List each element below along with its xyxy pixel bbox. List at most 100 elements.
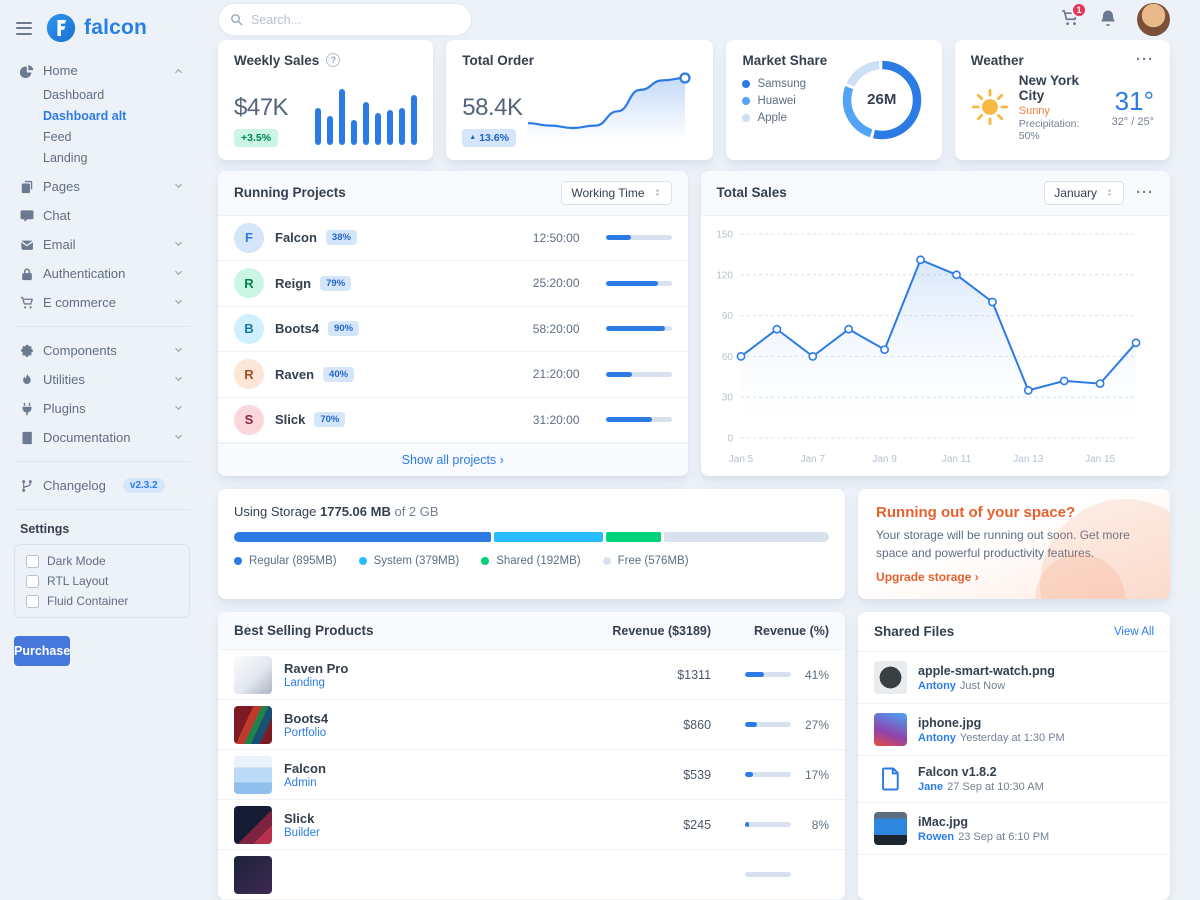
product-row[interactable]: Slick Builder $245 8% bbox=[218, 800, 846, 850]
chevron-down-icon bbox=[173, 345, 184, 356]
weekly-sales-title: Weekly Sales bbox=[234, 52, 320, 68]
sidebar-item-components[interactable]: Components bbox=[14, 336, 190, 365]
chevron-right-icon: › bbox=[974, 570, 979, 584]
cart-button[interactable]: 1 bbox=[1061, 2, 1087, 30]
product-percent-label: 8% bbox=[811, 817, 830, 832]
rtl-layout-checkbox[interactable] bbox=[26, 574, 39, 588]
product-row[interactable]: Raven Pro Landing $1311 41% bbox=[218, 650, 846, 700]
svg-text:Jan 7: Jan 7 bbox=[800, 454, 825, 465]
project-row[interactable]: B Boots4 90% 58:20:00 bbox=[218, 307, 688, 353]
sidebar-item-documentation[interactable]: Documentation bbox=[14, 423, 190, 452]
sidebar-item-email[interactable]: Email bbox=[14, 230, 190, 259]
project-row[interactable]: S Slick 70% 31:20:00 bbox=[218, 398, 688, 444]
project-name[interactable]: Slick bbox=[275, 412, 306, 428]
product-row[interactable]: Falcon Admin $539 17% bbox=[218, 750, 846, 800]
month-select[interactable]: January bbox=[1044, 180, 1124, 205]
nav-label: Pages bbox=[43, 179, 80, 194]
dark-mode-checkbox[interactable] bbox=[26, 554, 39, 568]
sidebar-item-utilities[interactable]: Utilities bbox=[14, 365, 190, 394]
storage-row: Using Storage 1775.06 MB of 2 GB Regular… bbox=[218, 489, 1170, 599]
project-row[interactable]: R Raven 40% 21:20:00 bbox=[218, 352, 688, 398]
sidebar-item-plugins[interactable]: Plugins bbox=[14, 394, 190, 423]
shopping-cart-icon bbox=[20, 296, 34, 310]
fluid-container-toggle[interactable]: Fluid Container bbox=[26, 594, 178, 608]
nav-label: Home bbox=[43, 63, 78, 78]
sidebar-item-ecommerce[interactable]: E commerce bbox=[14, 288, 190, 317]
falcon-logo-icon bbox=[46, 13, 76, 43]
sidebar-item-dashboard[interactable]: Dashboard bbox=[43, 88, 105, 102]
show-all-projects-link[interactable]: Show all projects › bbox=[402, 453, 504, 467]
file-name[interactable]: iMac.jpg bbox=[918, 814, 969, 829]
product-name[interactable]: Boots4 bbox=[284, 710, 329, 726]
legend-item: Regular (895MB) bbox=[234, 555, 337, 567]
file-name[interactable]: iphone.jpg bbox=[918, 715, 982, 730]
file-name[interactable]: apple-smart-watch.png bbox=[918, 663, 1055, 678]
logo-text: falcon bbox=[84, 16, 148, 39]
sidebar-item-chat[interactable]: Chat bbox=[14, 201, 190, 230]
version-badge: v2.3.2 bbox=[122, 478, 165, 493]
weather-temperature: 31° bbox=[1114, 85, 1154, 116]
project-name[interactable]: Reign bbox=[275, 275, 312, 291]
user-avatar[interactable] bbox=[1137, 3, 1170, 37]
card-menu-button[interactable]: ··· bbox=[1136, 51, 1154, 69]
project-name[interactable]: Falcon bbox=[275, 230, 317, 246]
product-category[interactable]: Portfolio bbox=[284, 726, 327, 739]
search-input[interactable] bbox=[218, 3, 472, 37]
product-category[interactable]: Admin bbox=[284, 776, 317, 789]
file-name[interactable]: Falcon v1.8.2 bbox=[918, 765, 997, 779]
project-name[interactable]: Raven bbox=[275, 366, 315, 382]
home-submenu: Dashboard Dashboard alt Feed Landing bbox=[14, 85, 190, 169]
project-row[interactable]: F Falcon 38% 12:50:00 bbox=[218, 216, 688, 262]
falcon-logo[interactable]: falcon bbox=[46, 13, 147, 43]
sidebar-item-feed[interactable]: Feed bbox=[43, 130, 72, 144]
working-time-select[interactable]: Working Time bbox=[561, 180, 672, 205]
view-all-link[interactable]: View All bbox=[1113, 625, 1154, 638]
sidebar-item-changelog[interactable]: Changelog v2.3.2 bbox=[14, 471, 190, 500]
fluid-container-checkbox[interactable] bbox=[26, 594, 39, 608]
product-row[interactable] bbox=[218, 850, 846, 900]
total-order-title: Total Order bbox=[462, 52, 535, 68]
legend-label: Free (576MB) bbox=[617, 555, 689, 568]
badge-value: 13.6% bbox=[479, 131, 509, 144]
upgrade-storage-link[interactable]: Upgrade storage › bbox=[876, 570, 979, 584]
project-avatar: S bbox=[234, 404, 264, 435]
file-user[interactable]: Jane bbox=[918, 781, 944, 793]
products-list: Raven Pro Landing $1311 41% Boots4 Portfol… bbox=[218, 650, 846, 900]
legend-label: Samsung bbox=[757, 77, 807, 90]
file-row[interactable]: apple-smart-watch.png Antony Just Now bbox=[858, 652, 1170, 704]
product-category[interactable]: Builder bbox=[284, 826, 320, 839]
file-user[interactable]: Rowen bbox=[918, 830, 955, 843]
card-header: Weather ··· bbox=[971, 51, 1154, 69]
rtl-layout-toggle[interactable]: RTL Layout bbox=[26, 574, 178, 588]
file-user[interactable]: Antony bbox=[918, 731, 956, 744]
file-user[interactable]: Antony bbox=[918, 679, 956, 692]
help-icon[interactable]: ? bbox=[326, 53, 341, 68]
sidebar-item-authentication[interactable]: Authentication bbox=[14, 259, 190, 288]
sidebar-item-home[interactable]: Home bbox=[14, 56, 190, 85]
product-category[interactable]: Landing bbox=[284, 676, 325, 689]
card-menu-button[interactable]: ··· bbox=[1136, 183, 1154, 201]
project-percent-badge: 40% bbox=[323, 366, 355, 382]
product-name[interactable]: Raven Pro bbox=[284, 660, 349, 676]
purchase-button[interactable]: Purchase bbox=[14, 636, 71, 666]
hamburger-menu-button[interactable] bbox=[14, 20, 34, 37]
sidebar-item-pages[interactable]: Pages bbox=[14, 172, 190, 201]
project-name[interactable]: Boots4 bbox=[275, 321, 320, 337]
product-name[interactable]: Falcon bbox=[284, 760, 326, 776]
project-row[interactable]: R Reign 79% 25:20:00 bbox=[218, 261, 688, 307]
sidebar-item-landing[interactable]: Landing bbox=[43, 151, 88, 165]
file-row[interactable]: iMac.jpg Rowen 23 Sep at 6:10 PM bbox=[858, 803, 1170, 855]
chevron-right-icon: › bbox=[499, 453, 504, 468]
sidebar-item-dashboard-alt[interactable]: Dashboard alt bbox=[43, 109, 127, 123]
dark-mode-toggle[interactable]: Dark Mode bbox=[26, 554, 178, 568]
notifications-button[interactable] bbox=[1099, 9, 1117, 30]
search-box bbox=[218, 3, 472, 37]
product-name[interactable]: Slick bbox=[284, 810, 315, 826]
total-sales-title: Total Sales bbox=[716, 185, 787, 201]
file-row[interactable]: Falcon v1.8.2 Jane 27 Sep at 10:30 AM bbox=[858, 756, 1170, 803]
legend-dot bbox=[742, 96, 751, 105]
product-row[interactable]: Boots4 Portfolio $860 27% bbox=[218, 700, 846, 750]
weekly-sales-card: Weekly Sales ? $47K +3.5% bbox=[218, 39, 434, 160]
file-row[interactable]: iphone.jpg Antony Yesterday at 1:30 PM bbox=[858, 704, 1170, 756]
legend-item: Shared (192MB) bbox=[481, 555, 581, 567]
